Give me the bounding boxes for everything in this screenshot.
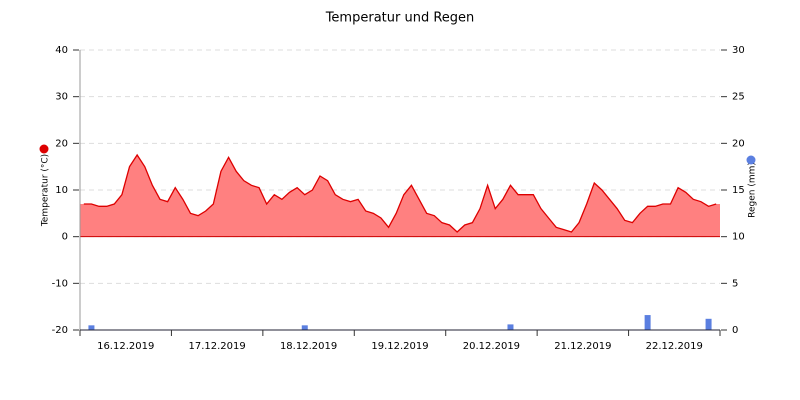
legend-dot-temperature [39,144,49,154]
y2-tick-label: 25 [732,92,745,103]
temperature-line [83,153,717,233]
chart-title: Temperatur und Regen [325,11,475,26]
y-tick-label: 30 [55,92,68,103]
y2-tick-label: 10 [732,232,745,243]
rain-bar [301,325,308,330]
x-tick-label: 17.12.2019 [189,341,246,352]
y2-axis-title: Regen (mm) [748,162,758,218]
y-tick-label: 20 [55,138,68,149]
x-tick-label: 20.12.2019 [463,341,520,352]
x-tick-label: 19.12.2019 [371,341,428,352]
y-axis-title: Temperatur (°C) [41,154,51,227]
legend-dot-rain [746,155,756,165]
y-tick-label: -20 [52,325,68,336]
y-tick-label: 40 [55,45,68,56]
y2-tick-label: 15 [732,185,745,196]
rain-bar [705,318,712,330]
y-tick-label: 10 [55,185,68,196]
y2-tick-label: 0 [732,325,738,336]
temperature-area [80,155,720,237]
y2-tick-label: 20 [732,138,745,149]
y2-tick-label: 5 [732,278,738,289]
y2-tick-label: 30 [732,45,745,56]
rain-bar [507,324,514,330]
y-tick-label: 0 [62,232,68,243]
x-tick-label: 16.12.2019 [97,341,154,352]
rain-bar [644,315,651,330]
y-tick-label: -10 [52,278,68,289]
x-tick-label: 21.12.2019 [554,341,611,352]
x-tick-label: 18.12.2019 [280,341,337,352]
x-tick-label: 22.12.2019 [646,341,703,352]
rain-bar [88,325,95,330]
